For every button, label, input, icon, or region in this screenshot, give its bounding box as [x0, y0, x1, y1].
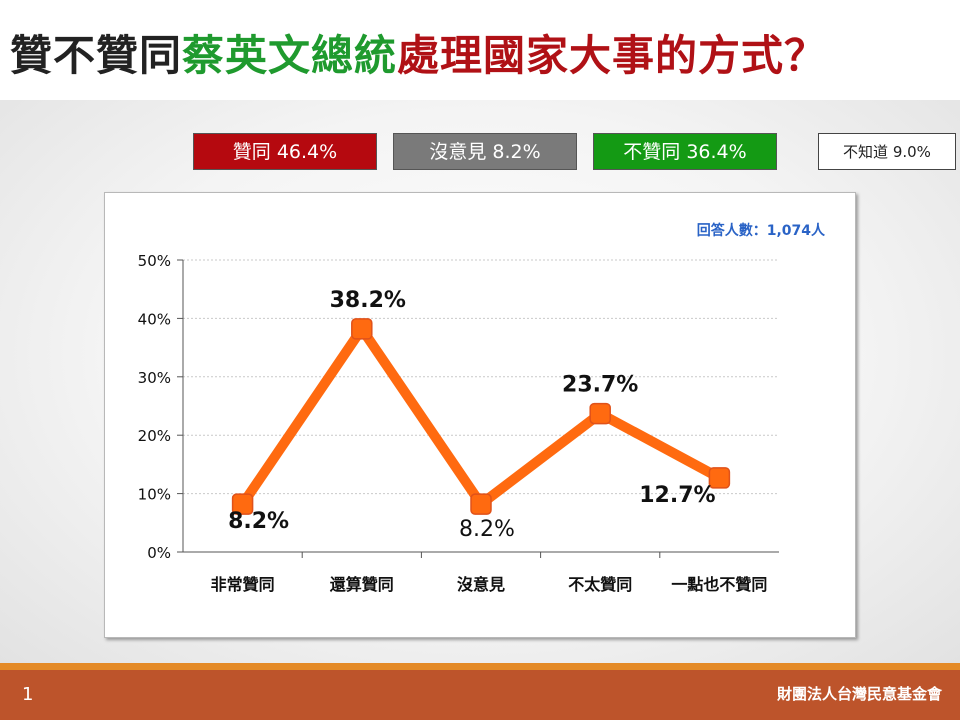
- chart-frame: 回答人數：1,074人 0% 10% 20% 30% 40% 50% 非常贊同 還算贊同 沒意見…: [104, 192, 856, 638]
- data-label: 8.2%: [228, 509, 289, 534]
- data-point: [708, 467, 731, 489]
- title-part-1: 贊不贊同: [10, 31, 183, 80]
- line-chart: 回答人數：1,074人 0% 10% 20% 30% 40% 50% 非常贊同 還算贊同 沒意見…: [138, 222, 826, 594]
- x-tick-label: 沒意見: [457, 575, 505, 594]
- data-label: 38.2%: [330, 288, 406, 313]
- data-label: 8.2%: [459, 517, 515, 542]
- data-point: [589, 402, 611, 425]
- y-tick-label: 20%: [138, 427, 171, 445]
- data-point: [351, 318, 373, 340]
- data-point: [470, 493, 492, 515]
- x-tick-label: 非常贊同: [211, 575, 275, 594]
- badge-no-opinion: 沒意見 8.2%: [393, 133, 577, 170]
- y-tick-label: 0%: [147, 544, 171, 562]
- series: [231, 318, 731, 515]
- labels: 8.2% 38.2% 8.2% 23.7% 12.7%: [228, 288, 715, 542]
- footer-accent-line: [0, 663, 960, 670]
- page-title: 贊不贊同蔡英文總統處理國家大事的方式？: [10, 28, 827, 84]
- y-tick-label: 10%: [138, 486, 171, 504]
- series-line: [237, 323, 725, 510]
- y-tick-label: 30%: [138, 369, 171, 387]
- respondents-count: 回答人數：1,074人: [697, 222, 826, 239]
- x-tick-label: 不太贊同: [568, 575, 632, 594]
- y-tick-label: 50%: [138, 252, 171, 270]
- data-label: 12.7%: [639, 483, 715, 508]
- data-point: [231, 493, 254, 515]
- x-tick-label: 還算贊同: [330, 575, 394, 594]
- data-label: 23.7%: [562, 373, 638, 398]
- axes: 0% 10% 20% 30% 40% 50% 非常贊同 還算贊同 沒意見 不太贊同 一點也不贊同: [138, 252, 779, 594]
- y-tick-label: 40%: [138, 310, 171, 328]
- badge-dont-know: 不知道 9.0%: [818, 133, 956, 170]
- title-part-3: 處理國家大事的方式？: [397, 31, 828, 80]
- badge-disapprove: 不贊同 36.4%: [593, 133, 777, 170]
- page-number: 1: [22, 684, 34, 705]
- title-part-2: 蔡英文總統: [182, 31, 398, 80]
- organization-name: 財團法人台灣民意基金會: [776, 685, 942, 703]
- footer-bar: [0, 670, 960, 720]
- badge-approve: 贊同 46.4%: [193, 133, 377, 170]
- x-tick-label: 一點也不贊同: [671, 575, 767, 594]
